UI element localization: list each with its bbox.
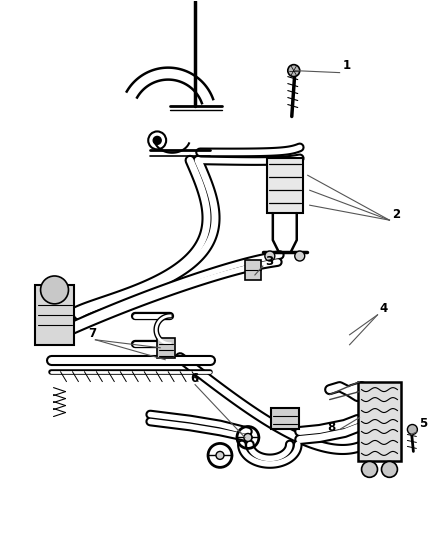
Circle shape xyxy=(244,433,252,441)
Bar xyxy=(267,158,303,213)
Text: 2: 2 xyxy=(392,208,401,221)
Circle shape xyxy=(153,136,161,144)
Bar xyxy=(271,408,299,430)
Text: 8: 8 xyxy=(328,422,336,434)
Circle shape xyxy=(265,251,275,261)
Bar xyxy=(157,338,175,358)
Text: 5: 5 xyxy=(419,417,427,431)
Text: 1: 1 xyxy=(343,59,351,71)
Bar xyxy=(245,260,261,280)
Text: 7: 7 xyxy=(88,327,96,340)
Text: 6: 6 xyxy=(190,372,198,385)
Circle shape xyxy=(381,462,397,478)
Circle shape xyxy=(407,424,417,434)
Circle shape xyxy=(216,451,224,459)
Circle shape xyxy=(41,276,68,304)
Circle shape xyxy=(361,462,378,478)
Circle shape xyxy=(288,64,300,77)
Text: 4: 4 xyxy=(379,302,388,315)
Text: 3: 3 xyxy=(265,255,273,268)
Circle shape xyxy=(295,251,305,261)
Bar xyxy=(357,382,401,462)
Bar xyxy=(35,285,74,345)
